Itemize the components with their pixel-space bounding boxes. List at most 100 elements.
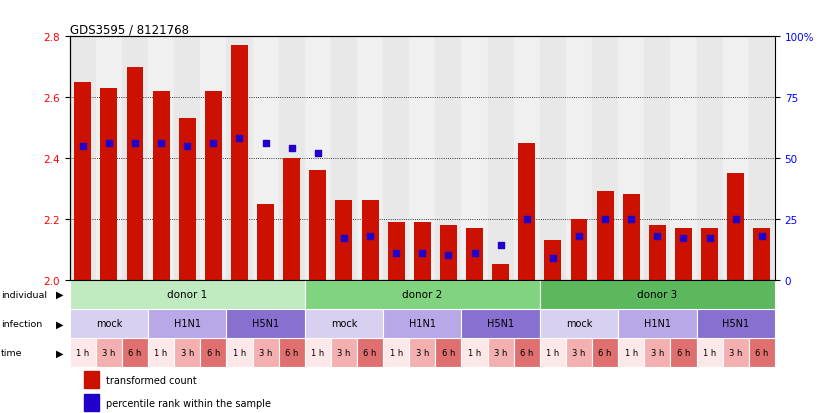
Text: 3 h: 3 h [728, 348, 741, 357]
Text: H5N1: H5N1 [486, 318, 514, 329]
Point [337, 235, 350, 242]
Text: mock: mock [330, 318, 357, 329]
Point [598, 216, 611, 223]
Text: 6 h: 6 h [519, 348, 533, 357]
Point [180, 143, 193, 150]
Point [728, 216, 741, 223]
Text: 1 h: 1 h [468, 348, 481, 357]
Text: GDS3595 / 8121768: GDS3595 / 8121768 [70, 23, 188, 36]
Bar [148, 338, 174, 367]
Bar [435, 338, 461, 367]
Bar [96, 37, 122, 280]
Text: ▶: ▶ [56, 318, 63, 329]
Bar [278, 37, 305, 280]
Text: 6 h: 6 h [363, 348, 376, 357]
Bar [387, 222, 405, 280]
Point [468, 250, 481, 256]
Bar [283, 159, 300, 280]
Bar [331, 338, 356, 367]
Bar [565, 338, 591, 367]
Point [311, 150, 324, 157]
Text: 1 h: 1 h [154, 348, 168, 357]
Bar [305, 280, 539, 309]
Text: 3 h: 3 h [259, 348, 272, 357]
Bar [618, 338, 644, 367]
Bar [700, 228, 717, 280]
Bar [356, 37, 382, 280]
Bar [670, 338, 695, 367]
Bar [252, 338, 278, 367]
Text: 6 h: 6 h [206, 348, 219, 357]
Point [754, 233, 767, 240]
Point [650, 233, 663, 240]
Text: 6 h: 6 h [285, 348, 298, 357]
Text: percentile rank within the sample: percentile rank within the sample [106, 398, 271, 408]
Text: H5N1: H5N1 [251, 318, 278, 329]
Text: infection: infection [1, 319, 42, 328]
Text: 1 h: 1 h [76, 348, 89, 357]
Bar [70, 309, 148, 338]
Bar [461, 338, 487, 367]
Bar [152, 92, 170, 280]
Text: mock: mock [96, 318, 122, 329]
Bar [513, 338, 539, 367]
Bar [70, 280, 305, 309]
Bar [305, 37, 331, 280]
Text: 1 h: 1 h [545, 348, 559, 357]
Bar [439, 225, 456, 280]
Text: H1N1: H1N1 [409, 318, 435, 329]
Bar [226, 338, 252, 367]
Bar [84, 371, 99, 388]
Bar [435, 37, 461, 280]
Text: H1N1: H1N1 [174, 318, 201, 329]
Text: 1 h: 1 h [389, 348, 402, 357]
Bar [539, 338, 565, 367]
Bar [461, 37, 487, 280]
Bar [309, 171, 326, 280]
Bar [748, 338, 774, 367]
Bar [205, 92, 222, 280]
Bar [331, 37, 356, 280]
Text: 6 h: 6 h [754, 348, 767, 357]
Bar [257, 204, 274, 280]
Text: 3 h: 3 h [180, 348, 193, 357]
Bar [544, 240, 561, 280]
Bar [226, 37, 252, 280]
Bar [695, 37, 722, 280]
Bar [722, 37, 748, 280]
Bar [382, 338, 409, 367]
Bar [122, 338, 148, 367]
Text: ▶: ▶ [56, 348, 63, 358]
Bar [70, 338, 96, 367]
Bar [539, 309, 618, 338]
Point [363, 233, 376, 240]
Bar [491, 265, 509, 280]
Text: individual: individual [1, 290, 47, 299]
Text: transformed count: transformed count [106, 375, 197, 385]
Bar [200, 338, 226, 367]
Bar [122, 37, 148, 280]
Bar [382, 309, 461, 338]
Bar [618, 37, 644, 280]
Bar [305, 309, 382, 338]
Bar [84, 394, 99, 411]
Bar [252, 37, 278, 280]
Bar [648, 225, 665, 280]
Point [572, 233, 585, 240]
Bar [409, 37, 435, 280]
Point [494, 242, 507, 249]
Bar [591, 338, 618, 367]
Bar [414, 222, 430, 280]
Bar [148, 37, 174, 280]
Bar [487, 338, 513, 367]
Bar [618, 309, 695, 338]
Bar [278, 338, 305, 367]
Text: mock: mock [565, 318, 591, 329]
Text: 3 h: 3 h [650, 348, 663, 357]
Text: 6 h: 6 h [128, 348, 142, 357]
Text: 1 h: 1 h [233, 348, 246, 357]
Point [676, 235, 690, 242]
Bar [622, 195, 639, 280]
Text: donor 3: donor 3 [636, 290, 676, 299]
Point [702, 235, 715, 242]
